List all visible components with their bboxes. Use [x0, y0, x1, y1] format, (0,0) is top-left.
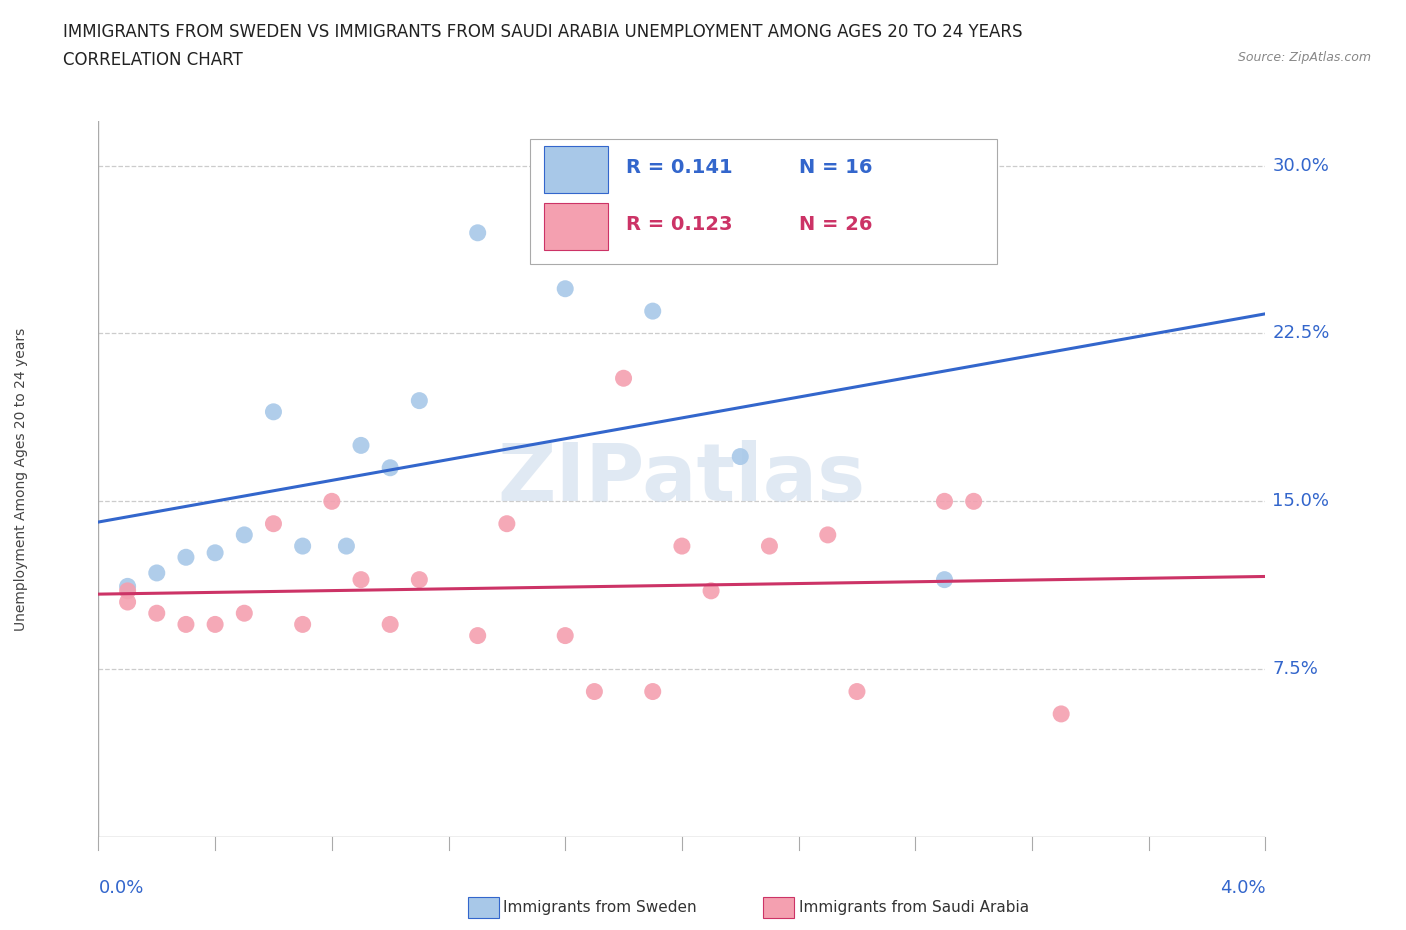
Point — [146, 565, 169, 580]
Point — [117, 583, 139, 598]
Text: N = 26: N = 26 — [799, 215, 872, 234]
Text: R = 0.141: R = 0.141 — [626, 158, 733, 177]
Text: 15.0%: 15.0% — [1272, 492, 1330, 511]
Point — [174, 617, 197, 631]
Point — [204, 545, 226, 560]
Point — [554, 628, 576, 643]
Point — [174, 550, 197, 565]
Text: 22.5%: 22.5% — [1272, 325, 1330, 342]
Text: ZIPatlas: ZIPatlas — [498, 440, 866, 518]
Point — [467, 628, 489, 643]
Text: Immigrants from Saudi Arabia: Immigrants from Saudi Arabia — [799, 900, 1029, 915]
Point — [730, 449, 752, 464]
Text: 7.5%: 7.5% — [1272, 660, 1319, 678]
Point — [758, 538, 780, 553]
Point — [380, 617, 402, 631]
Text: 4.0%: 4.0% — [1220, 879, 1265, 897]
Point — [962, 494, 984, 509]
Text: IMMIGRANTS FROM SWEDEN VS IMMIGRANTS FROM SAUDI ARABIA UNEMPLOYMENT AMONG AGES 2: IMMIGRANTS FROM SWEDEN VS IMMIGRANTS FRO… — [63, 23, 1022, 41]
Text: R = 0.123: R = 0.123 — [626, 215, 733, 234]
Point — [612, 371, 634, 386]
Point — [262, 405, 284, 419]
Point — [845, 684, 868, 699]
Point — [350, 572, 373, 587]
Point — [321, 494, 343, 509]
FancyBboxPatch shape — [544, 146, 609, 193]
Point — [408, 393, 430, 408]
Point — [641, 304, 664, 319]
Point — [408, 572, 430, 587]
Text: Unemployment Among Ages 20 to 24 years: Unemployment Among Ages 20 to 24 years — [14, 327, 28, 631]
Point — [117, 578, 139, 594]
Point — [583, 684, 606, 699]
Point — [262, 516, 284, 531]
Point — [700, 583, 723, 598]
Text: Source: ZipAtlas.com: Source: ZipAtlas.com — [1237, 51, 1371, 64]
Point — [146, 605, 169, 620]
FancyBboxPatch shape — [544, 204, 609, 250]
Point — [817, 527, 839, 542]
Point — [380, 460, 402, 475]
Point — [934, 572, 956, 587]
Point — [291, 617, 314, 631]
Text: N = 16: N = 16 — [799, 158, 872, 177]
Point — [934, 494, 956, 509]
Text: Immigrants from Sweden: Immigrants from Sweden — [503, 900, 697, 915]
Point — [554, 281, 576, 296]
FancyBboxPatch shape — [530, 139, 997, 264]
Point — [335, 538, 357, 553]
Point — [641, 684, 664, 699]
Point — [291, 538, 314, 553]
Point — [350, 438, 373, 453]
Text: 30.0%: 30.0% — [1272, 156, 1329, 175]
Text: 0.0%: 0.0% — [98, 879, 143, 897]
Point — [671, 538, 693, 553]
Point — [204, 617, 226, 631]
Point — [233, 605, 256, 620]
Point — [117, 594, 139, 609]
Text: CORRELATION CHART: CORRELATION CHART — [63, 51, 243, 69]
Point — [496, 516, 519, 531]
Point — [467, 225, 489, 240]
Point — [1050, 707, 1073, 722]
Point — [233, 527, 256, 542]
